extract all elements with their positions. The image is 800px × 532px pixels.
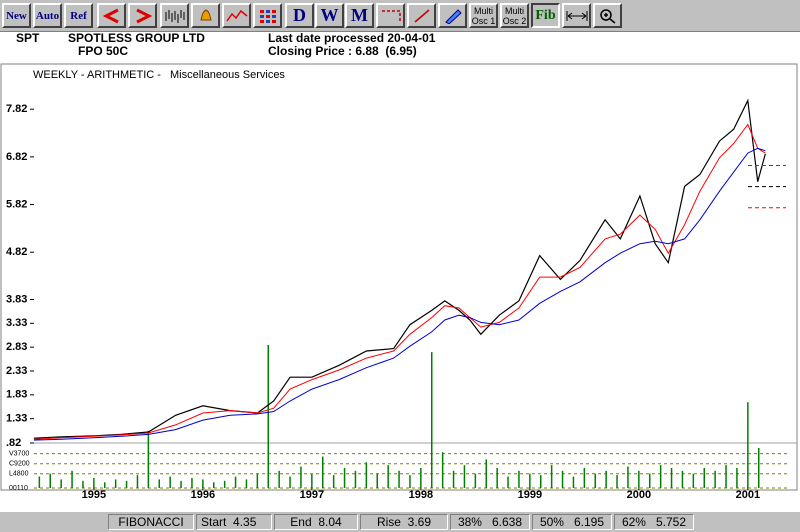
volume-tick-label: 00110 xyxy=(9,485,28,492)
x-tick-label: 2000 xyxy=(627,489,651,501)
label: Rise xyxy=(376,515,401,529)
x-tick-label: 1998 xyxy=(409,489,433,501)
price-line xyxy=(33,123,766,440)
price-line xyxy=(33,98,766,439)
forward-button[interactable] xyxy=(128,3,157,28)
x-tick-label: 1997 xyxy=(300,489,324,501)
y-tick-label: 5.82 xyxy=(6,198,27,210)
label: 38% xyxy=(457,515,482,529)
osc1-label: Osc 1 xyxy=(471,15,496,26)
label: Start xyxy=(201,515,227,529)
toolbar: New Auto Ref D W M Multi Osc 1 Multi Osc 2… xyxy=(0,0,800,32)
daily-button[interactable]: D xyxy=(285,3,314,28)
osc2-button[interactable]: Multi Osc 2 xyxy=(500,3,529,28)
volume-tick-label: V3700 xyxy=(9,451,29,458)
y-tick-label: 6.82 xyxy=(6,151,27,163)
new-button[interactable]: New xyxy=(2,3,31,28)
chart-subtitle: WEEKLY - ARITHMETIC - xyxy=(33,69,161,81)
osc2-label: Multi xyxy=(504,5,524,16)
y-tick-label: 7.82 xyxy=(6,103,27,115)
dashed-line-button[interactable] xyxy=(376,3,405,28)
security-type: FPO 50C xyxy=(78,44,128,58)
grid-button[interactable] xyxy=(253,3,282,28)
last-date: Last date processed 20-04-01 xyxy=(268,31,436,45)
ref-button[interactable]: Ref xyxy=(64,3,93,28)
x-tick-label: 2001 xyxy=(736,489,760,501)
osc2-label: Osc 2 xyxy=(502,15,527,26)
range-button[interactable] xyxy=(562,3,591,28)
fib-rise: Rise 3.69 xyxy=(360,514,448,530)
y-tick-label: 3.83 xyxy=(6,293,27,305)
volume-tick-label: C9200 xyxy=(9,461,30,468)
value: 6.638 xyxy=(492,515,523,529)
y-tick-label: 1.83 xyxy=(6,389,27,401)
security-code: SPT xyxy=(16,31,40,45)
value: 3.69 xyxy=(407,515,432,529)
auto-button[interactable]: Auto xyxy=(33,3,62,28)
company-name: SPOTLESS GROUP LTD xyxy=(68,31,205,45)
pencil-button[interactable] xyxy=(438,3,467,28)
osc1-label: Multi xyxy=(473,5,493,16)
value: 4.35 xyxy=(233,515,257,529)
bars-button[interactable] xyxy=(160,3,189,28)
label: 50% xyxy=(539,515,564,529)
x-tick-label: 1996 xyxy=(191,489,215,501)
value: 5.752 xyxy=(656,515,687,529)
fib-title: FIBONACCI xyxy=(108,514,194,530)
weekly-button[interactable]: W xyxy=(315,3,344,28)
back-button[interactable] xyxy=(97,3,126,28)
zoom-button[interactable] xyxy=(593,3,622,28)
fib-start: Start 4.35 xyxy=(196,514,272,530)
label: End xyxy=(290,515,312,529)
plot-frame xyxy=(0,63,798,491)
value: 8.04 xyxy=(318,515,342,529)
y-tick-label: 4.82 xyxy=(6,246,27,258)
y-tick-label: 3.33 xyxy=(6,317,27,329)
fib-level: 50% 6.195 xyxy=(532,514,612,530)
y-tick-label: 2.83 xyxy=(6,341,27,353)
y-tick-label: 1.33 xyxy=(6,413,27,425)
alert-button[interactable] xyxy=(191,3,220,28)
volume-tick-label: L4800 xyxy=(9,471,29,478)
label: 62% xyxy=(621,515,646,529)
closing-price: Closing Price : 6.88 (6.95) xyxy=(268,44,417,58)
osc1-button[interactable]: Multi Osc 1 xyxy=(469,3,498,28)
value: 6.195 xyxy=(574,515,605,529)
fib-level: 62% 5.752 xyxy=(614,514,694,530)
fib-end: End 8.04 xyxy=(274,514,358,530)
fib-level: 38% 6.638 xyxy=(450,514,530,530)
price-line xyxy=(33,147,766,441)
sector: Miscellaneous Services xyxy=(170,69,285,81)
monthly-button[interactable]: M xyxy=(345,3,374,28)
y-tick-label: 2.33 xyxy=(6,365,27,377)
x-tick-label: 1999 xyxy=(518,489,542,501)
y-tick-label: .82 xyxy=(6,437,21,449)
x-tick-label: 1995 xyxy=(82,489,106,501)
fib-button[interactable]: Fib xyxy=(531,3,560,28)
status-bar: FIBONACCI Start 4.35 End 8.04 Rise 3.69 … xyxy=(0,512,800,532)
line-button[interactable] xyxy=(222,3,251,28)
trend-line-button[interactable] xyxy=(407,3,436,28)
